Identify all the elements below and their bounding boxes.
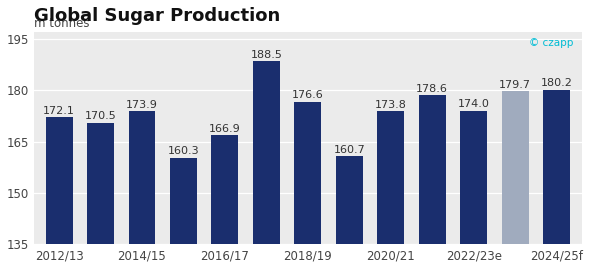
Text: 188.5: 188.5 bbox=[251, 50, 282, 60]
Bar bbox=[46, 117, 72, 244]
Text: 170.5: 170.5 bbox=[85, 111, 116, 121]
Text: 160.3: 160.3 bbox=[168, 146, 199, 156]
Text: 178.6: 178.6 bbox=[416, 84, 448, 94]
Text: 174.0: 174.0 bbox=[458, 99, 489, 109]
Text: m tonnes: m tonnes bbox=[34, 17, 90, 30]
Bar bbox=[295, 102, 321, 244]
Text: 166.9: 166.9 bbox=[209, 124, 241, 134]
Text: 176.6: 176.6 bbox=[292, 90, 324, 101]
Bar bbox=[170, 158, 197, 244]
Bar bbox=[336, 156, 363, 244]
Text: 160.7: 160.7 bbox=[333, 145, 365, 155]
Text: Global Sugar Production: Global Sugar Production bbox=[34, 7, 280, 25]
Bar bbox=[253, 61, 280, 244]
Bar bbox=[377, 111, 405, 244]
Bar bbox=[460, 111, 487, 244]
Bar bbox=[211, 135, 238, 244]
Text: 173.8: 173.8 bbox=[375, 100, 407, 110]
Bar bbox=[419, 95, 446, 244]
Bar bbox=[128, 111, 156, 244]
Bar bbox=[87, 123, 114, 244]
Bar bbox=[543, 90, 570, 244]
Bar bbox=[502, 91, 529, 244]
Text: 179.7: 179.7 bbox=[499, 80, 531, 90]
Text: © czapp: © czapp bbox=[529, 38, 573, 48]
Text: 173.9: 173.9 bbox=[126, 100, 158, 110]
Text: 172.1: 172.1 bbox=[43, 106, 75, 116]
Text: 180.2: 180.2 bbox=[541, 78, 573, 88]
